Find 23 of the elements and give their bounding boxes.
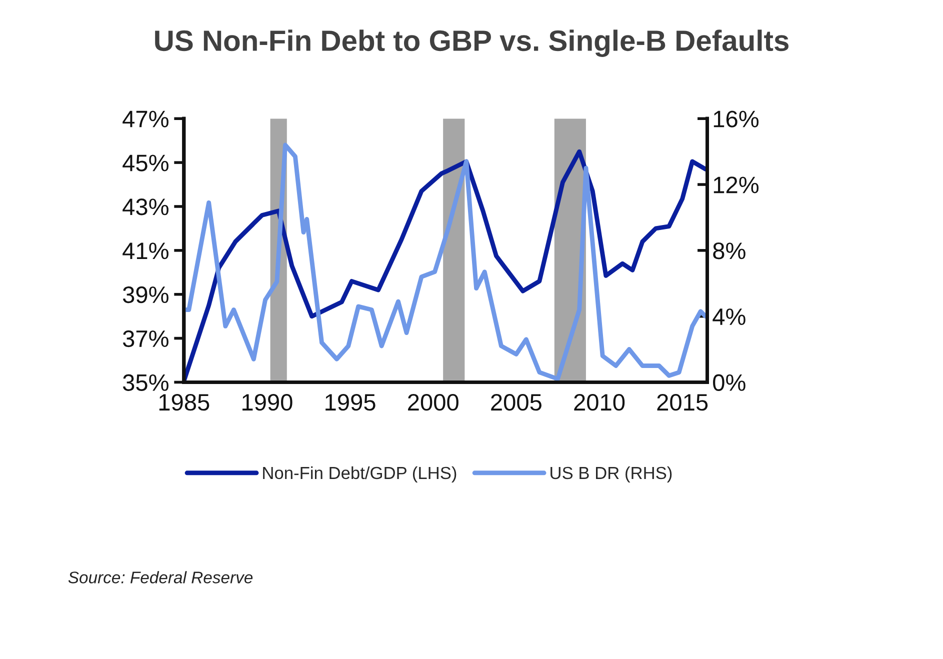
- source-note: Source: Federal Reserve: [68, 571, 253, 584]
- y2-tick-label: 16%: [714, 110, 759, 128]
- x-tick-label: 2010: [574, 394, 625, 411]
- y-tick-label: 43%: [122, 198, 168, 216]
- y2-tick-label: 12%: [714, 176, 759, 194]
- x-tick-label: 1990: [242, 394, 292, 411]
- x-tick-label: 2005: [491, 394, 542, 411]
- y-tick-label: 35%: [122, 374, 168, 392]
- y2-tick-label: 0%: [713, 374, 746, 392]
- x-tick-label: 1985: [159, 394, 210, 411]
- y-tick-label: 47%: [122, 110, 168, 128]
- legend-label: Non-Fin Debt/GDP (LHS): [263, 466, 456, 483]
- x-tick-label: 1995: [326, 394, 376, 411]
- chart-title: US Non-Fin Debt to GBP vs. Single-B Defaults: [155, 30, 788, 57]
- y-tick-label: 37%: [122, 330, 168, 348]
- y-tick-label: 39%: [122, 286, 168, 304]
- y2-tick-label: 8%: [713, 242, 746, 260]
- legend-label: US B DR (RHS): [550, 466, 672, 483]
- x-tick-label: 2015: [657, 394, 708, 411]
- x-tick-label: 2000: [408, 394, 458, 411]
- y2-tick-label: 4%: [712, 308, 746, 326]
- y-tick-label: 45%: [122, 154, 168, 172]
- y-tick-label: 41%: [122, 242, 168, 260]
